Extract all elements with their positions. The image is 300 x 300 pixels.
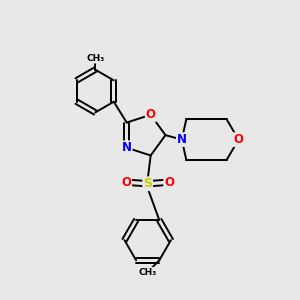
Text: O: O: [164, 176, 174, 189]
Text: CH₃: CH₃: [139, 268, 157, 277]
Text: O: O: [234, 133, 244, 146]
Text: S: S: [143, 177, 152, 190]
Text: N: N: [177, 133, 187, 146]
Text: CH₃: CH₃: [86, 54, 104, 63]
Text: O: O: [146, 108, 156, 121]
Text: O: O: [121, 176, 131, 189]
Text: N: N: [122, 141, 132, 154]
